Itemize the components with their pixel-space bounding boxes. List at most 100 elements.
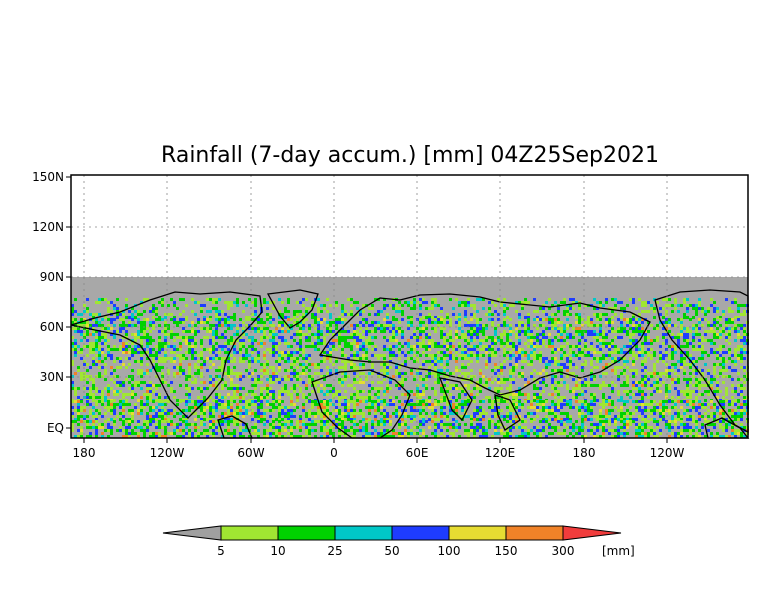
- precip-cell: [692, 316, 695, 319]
- precip-cell: [491, 420, 494, 423]
- precip-cell: [200, 400, 203, 403]
- precip-cell: [671, 396, 674, 399]
- precip-cell: [602, 381, 605, 384]
- precip-cell: [416, 390, 419, 393]
- precip-cell: [326, 393, 329, 396]
- precip-cell: [266, 316, 269, 319]
- precip-cell: [536, 409, 539, 412]
- precip-cell: [437, 345, 440, 348]
- precip-cell: [476, 336, 479, 339]
- precip-cell: [125, 366, 128, 369]
- precip-cell: [164, 330, 167, 333]
- precip-cell: [314, 345, 317, 348]
- precip-cell: [593, 336, 596, 339]
- precip-cell: [578, 387, 581, 390]
- precip-cell: [710, 351, 713, 354]
- precip-cell: [593, 366, 596, 369]
- precip-cell: [323, 307, 326, 310]
- precip-cell: [272, 301, 275, 304]
- precip-cell: [674, 378, 677, 381]
- precip-cell: [518, 333, 521, 336]
- precip-cell: [344, 378, 347, 381]
- precip-cell: [719, 345, 722, 348]
- precip-cell: [311, 403, 314, 406]
- precip-cell: [209, 406, 212, 409]
- precip-cell: [98, 339, 101, 342]
- precip-cell: [263, 301, 266, 304]
- precip-cell: [731, 321, 734, 324]
- precip-cell: [329, 348, 332, 351]
- precip-cell: [494, 366, 497, 369]
- precip-cell: [221, 406, 224, 409]
- precip-cell: [458, 313, 461, 316]
- precip-cell: [335, 327, 338, 330]
- precip-cell: [284, 324, 287, 327]
- precip-cell: [314, 336, 317, 339]
- precip-cell: [332, 333, 335, 336]
- precip-cell: [614, 336, 617, 339]
- precip-cell: [518, 324, 521, 327]
- precip-cell: [269, 366, 272, 369]
- precip-cell: [116, 298, 119, 301]
- precip-cell: [107, 426, 110, 429]
- precip-cell: [431, 301, 434, 304]
- precip-cell: [704, 403, 707, 406]
- precip-cell: [143, 298, 146, 301]
- precip-cell: [554, 387, 557, 390]
- precip-cell: [266, 390, 269, 393]
- precip-cell: [149, 390, 152, 393]
- precip-cell: [407, 324, 410, 327]
- precip-cell: [395, 330, 398, 333]
- precip-cell: [593, 333, 596, 336]
- precip-cell: [428, 406, 431, 409]
- precip-cell: [386, 418, 389, 421]
- precip-cell: [95, 426, 98, 429]
- precip-cell: [110, 409, 113, 412]
- precip-cell: [209, 426, 212, 429]
- precip-cell: [380, 327, 383, 330]
- precip-cell: [215, 327, 218, 330]
- precip-cell: [614, 372, 617, 375]
- precip-cell: [212, 399, 215, 402]
- precip-cell: [449, 384, 452, 387]
- precip-cell: [698, 327, 701, 330]
- precip-cell: [149, 336, 152, 339]
- precip-cell: [578, 357, 581, 360]
- precip-cell: [179, 336, 182, 339]
- precip-cell: [353, 333, 356, 336]
- precip-cell: [716, 357, 719, 360]
- precip-cell: [662, 381, 665, 384]
- precip-cell: [263, 327, 266, 330]
- precip-cell: [404, 363, 407, 366]
- precip-cell: [581, 418, 584, 421]
- precip-cell: [290, 336, 293, 339]
- precip-cell: [464, 366, 467, 369]
- precip-cell: [278, 426, 281, 429]
- precip-cell: [506, 324, 509, 327]
- precip-cell: [656, 384, 659, 387]
- precip-cell: [632, 333, 635, 336]
- precip-cell: [272, 339, 275, 342]
- precip-cell: [359, 345, 362, 348]
- precip-cell: [173, 390, 176, 393]
- precip-cell: [296, 420, 299, 423]
- precip-cell: [275, 406, 278, 409]
- precip-cell: [398, 330, 401, 333]
- precip-cell: [407, 403, 410, 406]
- precip-cell: [299, 426, 302, 429]
- precip-cell: [113, 369, 116, 372]
- precip-cell: [194, 363, 197, 366]
- precip-cell: [446, 360, 449, 363]
- precip-cell: [677, 318, 680, 321]
- precip-cell: [164, 399, 167, 402]
- precip-cell: [335, 390, 338, 393]
- precip-cell: [296, 426, 299, 429]
- precip-cell: [623, 423, 626, 426]
- precip-cell: [704, 406, 707, 409]
- precip-cell: [158, 369, 161, 372]
- precip-cell: [620, 412, 623, 415]
- precip-cell: [473, 324, 476, 327]
- precip-cell: [476, 381, 479, 384]
- precip-cell: [545, 384, 548, 387]
- precip-cell: [650, 400, 653, 403]
